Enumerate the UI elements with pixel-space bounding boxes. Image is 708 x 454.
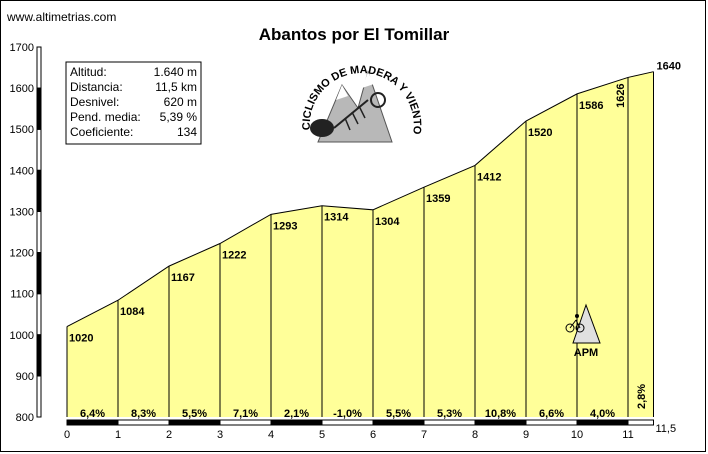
y-axis-segment	[36, 293, 42, 336]
x-axis-segment	[168, 419, 221, 426]
y-tick-label: 1700	[10, 42, 34, 54]
gradient-label: 8,3%	[131, 408, 156, 420]
y-tick-label: 800	[16, 412, 34, 424]
stat-value: 134	[177, 125, 197, 139]
x-axis-segment	[321, 419, 374, 426]
altitude-label: 1640	[657, 61, 681, 73]
x-tick-label: 8	[472, 429, 478, 441]
x-axis-segment	[576, 419, 629, 426]
altitude-label: 1304	[375, 216, 400, 228]
y-axis-segment	[36, 334, 42, 377]
chart-title: Abantos por El Tomillar	[259, 25, 450, 44]
mountain-fish-logo-icon: CICLISMO DE MADERA Y VIENTO	[301, 64, 423, 143]
x-tick-label: 11,5	[656, 423, 677, 435]
gradient-label: 6,6%	[539, 408, 564, 420]
stat-label: Desnivel:	[70, 95, 119, 109]
altitude-label: 1314	[324, 212, 349, 224]
altitude-label: 1626	[615, 83, 627, 107]
y-axis-segment	[36, 252, 42, 295]
x-tick-label: 2	[166, 429, 172, 441]
gradient-label: 5,3%	[437, 408, 462, 420]
marker-text: APM	[574, 347, 598, 359]
altitude-label: 1586	[579, 100, 603, 112]
altitude-label: 1359	[426, 193, 450, 205]
y-axis-segment	[36, 46, 42, 89]
x-axis-segment	[372, 419, 425, 426]
x-axis: 0 1 2 3 4 5 6 7 8 9 10 11 11,5	[64, 419, 677, 441]
gradient-label: 4,0%	[590, 408, 615, 420]
x-axis-segment	[474, 419, 527, 426]
gradient-label: 2,1%	[284, 408, 309, 420]
gradient-label: 2,8%	[636, 384, 648, 409]
x-axis-segment	[525, 419, 578, 426]
y-tick-label: 1300	[10, 206, 34, 218]
x-axis-segment	[117, 419, 170, 426]
x-axis-segment	[627, 419, 654, 426]
stat-label: Altitud:	[70, 65, 107, 79]
x-tick-label: 3	[217, 429, 223, 441]
y-tick-label: 1000	[10, 330, 34, 342]
stat-value: 5,39 %	[160, 110, 198, 124]
stat-value: 1.640 m	[154, 65, 197, 79]
altitude-label: 1412	[477, 171, 501, 183]
x-axis-segment	[270, 419, 323, 426]
x-tick-label: 0	[64, 429, 70, 441]
gradient-label: 10,8%	[485, 408, 516, 420]
y-tick-label: 1100	[10, 289, 34, 301]
y-axis-segment	[36, 128, 42, 171]
y-axis-segment	[36, 169, 42, 212]
x-tick-label: 5	[319, 429, 325, 441]
y-tick-label: 1400	[10, 165, 34, 177]
y-axis: 800 900 1000 1100 1200 1300 1400 1500 1600 1700	[10, 42, 42, 424]
x-tick-label: 4	[268, 429, 274, 441]
altitude-label: 1520	[528, 127, 552, 139]
x-axis-segment	[66, 419, 119, 426]
source-text: www.altimetrias.com	[6, 10, 116, 24]
x-axis-segment	[423, 419, 476, 426]
altitude-label: 1222	[222, 250, 246, 262]
altitude-label: 1020	[69, 333, 93, 345]
x-tick-label: 1	[115, 429, 121, 441]
gradient-label: 5,5%	[386, 408, 411, 420]
x-tick-label: 9	[523, 429, 529, 441]
profile-fill	[67, 71, 654, 418]
gradient-label: -1,0%	[333, 408, 362, 420]
stat-label: Distancia:	[70, 80, 123, 94]
y-axis-segment	[36, 375, 42, 418]
stat-label: Coeficiente:	[70, 125, 133, 139]
gradient-label: 6,4%	[80, 408, 105, 420]
segment-lines	[66, 71, 654, 417]
y-axis-segment	[36, 87, 42, 130]
altitude-label: 1167	[171, 272, 195, 284]
gradient-label: 5,5%	[182, 408, 207, 420]
y-tick-label: 900	[16, 371, 34, 383]
x-axis-segment	[219, 419, 272, 426]
stats-box: Altitud: 1.640 m Distancia: 11,5 km Desnivel…	[65, 61, 202, 145]
stat-value: 620 m	[164, 95, 197, 109]
gradient-label: 7,1%	[233, 408, 258, 420]
y-tick-label: 1200	[10, 248, 34, 260]
gradient-labels: 6,4% 8,3% 5,5% 7,1% 2,1% -1,0% 5,5% 5,3% 10,8% 6,…	[80, 384, 648, 420]
y-tick-label: 1600	[10, 83, 34, 95]
altitude-label: 1293	[273, 220, 297, 232]
stat-value: 11,5 km	[155, 80, 197, 94]
x-tick-label: 11	[622, 429, 633, 441]
y-tick-label: 1500	[10, 124, 34, 136]
cyclist-mountain-icon: APM	[565, 303, 601, 359]
stat-label: Pend. media:	[70, 110, 141, 124]
altitude-labels: 1020 1084 1167 1222 1293 1314 1304 1359 1412 1520…	[69, 61, 681, 345]
x-tick-label: 7	[421, 429, 427, 441]
y-axis-segment	[36, 210, 42, 254]
altitude-label: 1084	[120, 306, 145, 318]
x-tick-label: 6	[370, 429, 376, 441]
x-tick-label: 10	[571, 429, 583, 441]
